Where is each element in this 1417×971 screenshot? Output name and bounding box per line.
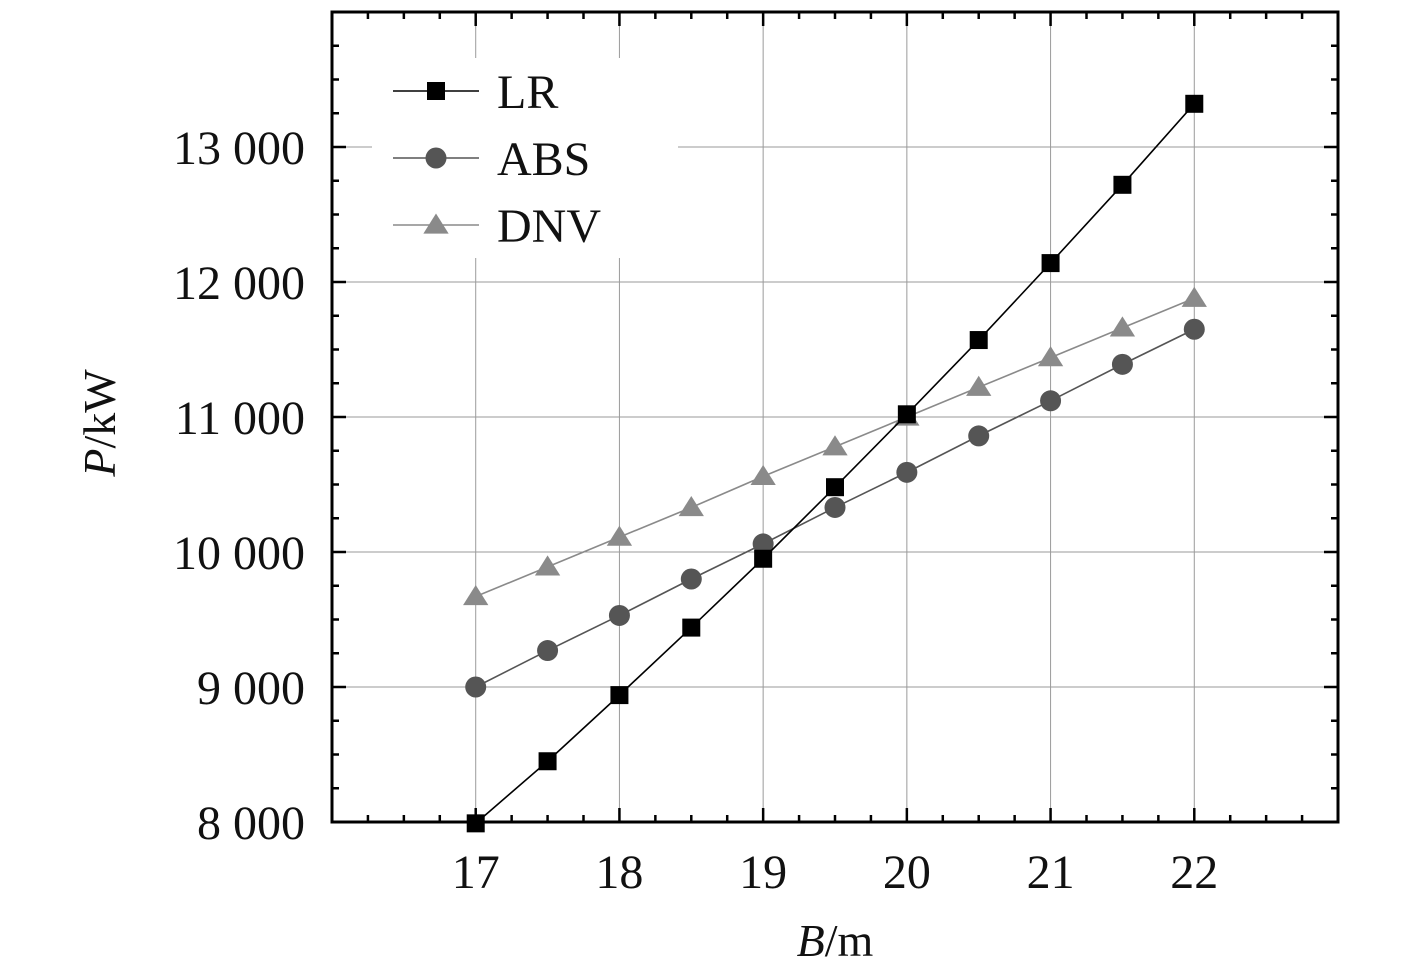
- legend-marker: [427, 82, 445, 100]
- x-tick-label: 18: [595, 846, 643, 899]
- data-point-abs: [1183, 318, 1205, 340]
- y-tick-label: 12 000: [173, 257, 305, 310]
- x-axis-label-unit: /m: [825, 915, 874, 966]
- y-tick-label: 9 000: [197, 662, 305, 715]
- data-point-abs: [537, 640, 559, 662]
- y-axis-label: P/kW: [74, 369, 125, 478]
- axis-tick-labels: 17 18 19 20 21 22 8 000 9 000 10 000 11 000 12 000…: [173, 122, 1218, 899]
- x-tick-label: 20: [883, 846, 931, 899]
- legend-marker: [423, 213, 449, 234]
- data-point-dnv: [678, 495, 704, 517]
- y-tick-label: 8 000: [197, 797, 305, 850]
- legend-label: DNV: [497, 200, 601, 253]
- data-point-lr: [754, 549, 773, 568]
- series-dnv: [463, 286, 1207, 606]
- y-axis-label-italic: P: [74, 449, 125, 478]
- x-tick-label: 21: [1027, 846, 1075, 899]
- data-point-dnv: [534, 555, 561, 576]
- data-point-abs: [608, 604, 630, 626]
- data-point-dnv: [1181, 286, 1207, 307]
- data-point-dnv: [966, 375, 992, 396]
- data-point-lr: [682, 618, 701, 637]
- y-tick-label: 11 000: [175, 392, 305, 445]
- data-point-dnv: [463, 585, 489, 606]
- x-tick-label: 22: [1170, 846, 1218, 899]
- data-point-abs: [1040, 390, 1062, 412]
- data-point-dnv: [1037, 346, 1064, 367]
- legend-marker: [425, 147, 447, 169]
- x-axis-label: B/m: [797, 915, 874, 966]
- legend-label: ABS: [497, 133, 590, 186]
- data-point-dnv: [822, 435, 848, 456]
- legend-label: LR: [497, 66, 558, 119]
- data-point-lr: [826, 478, 844, 497]
- data-point-lr: [969, 331, 988, 350]
- data-point-dnv: [1109, 316, 1136, 337]
- data-point-abs: [1111, 353, 1133, 375]
- data-point-lr: [538, 752, 557, 771]
- series-lr: [466, 94, 1204, 833]
- data-point-dnv: [750, 464, 776, 486]
- series-layer: [463, 94, 1207, 833]
- legend-item-dnv: DNV: [393, 200, 601, 253]
- x-tick-label: 19: [739, 846, 787, 899]
- legend-item-abs: ABS: [393, 133, 590, 186]
- data-point-abs: [896, 461, 918, 483]
- x-tick-label: 17: [452, 846, 500, 899]
- data-point-lr: [1185, 94, 1204, 113]
- data-point-lr: [1113, 175, 1132, 194]
- data-point-abs: [680, 568, 702, 590]
- y-tick-label: 10 000: [173, 527, 305, 580]
- data-point-abs: [752, 533, 774, 555]
- data-point-lr: [1041, 254, 1060, 273]
- data-point-lr: [610, 686, 629, 705]
- y-tick-label: 13 000: [173, 122, 305, 175]
- x-axis-label-italic: B: [797, 915, 825, 966]
- legend: LR ABS DNV: [372, 58, 678, 258]
- data-point-dnv: [606, 525, 633, 546]
- axis-ticks: [330, 10, 1340, 824]
- series-abs: [465, 318, 1205, 698]
- y-axis-label-unit: /kW: [74, 369, 125, 449]
- data-point-lr: [897, 405, 916, 424]
- legend-item-lr: LR: [393, 66, 558, 119]
- data-point-abs: [968, 425, 990, 447]
- data-point-abs: [824, 496, 846, 518]
- data-point-abs: [465, 676, 487, 698]
